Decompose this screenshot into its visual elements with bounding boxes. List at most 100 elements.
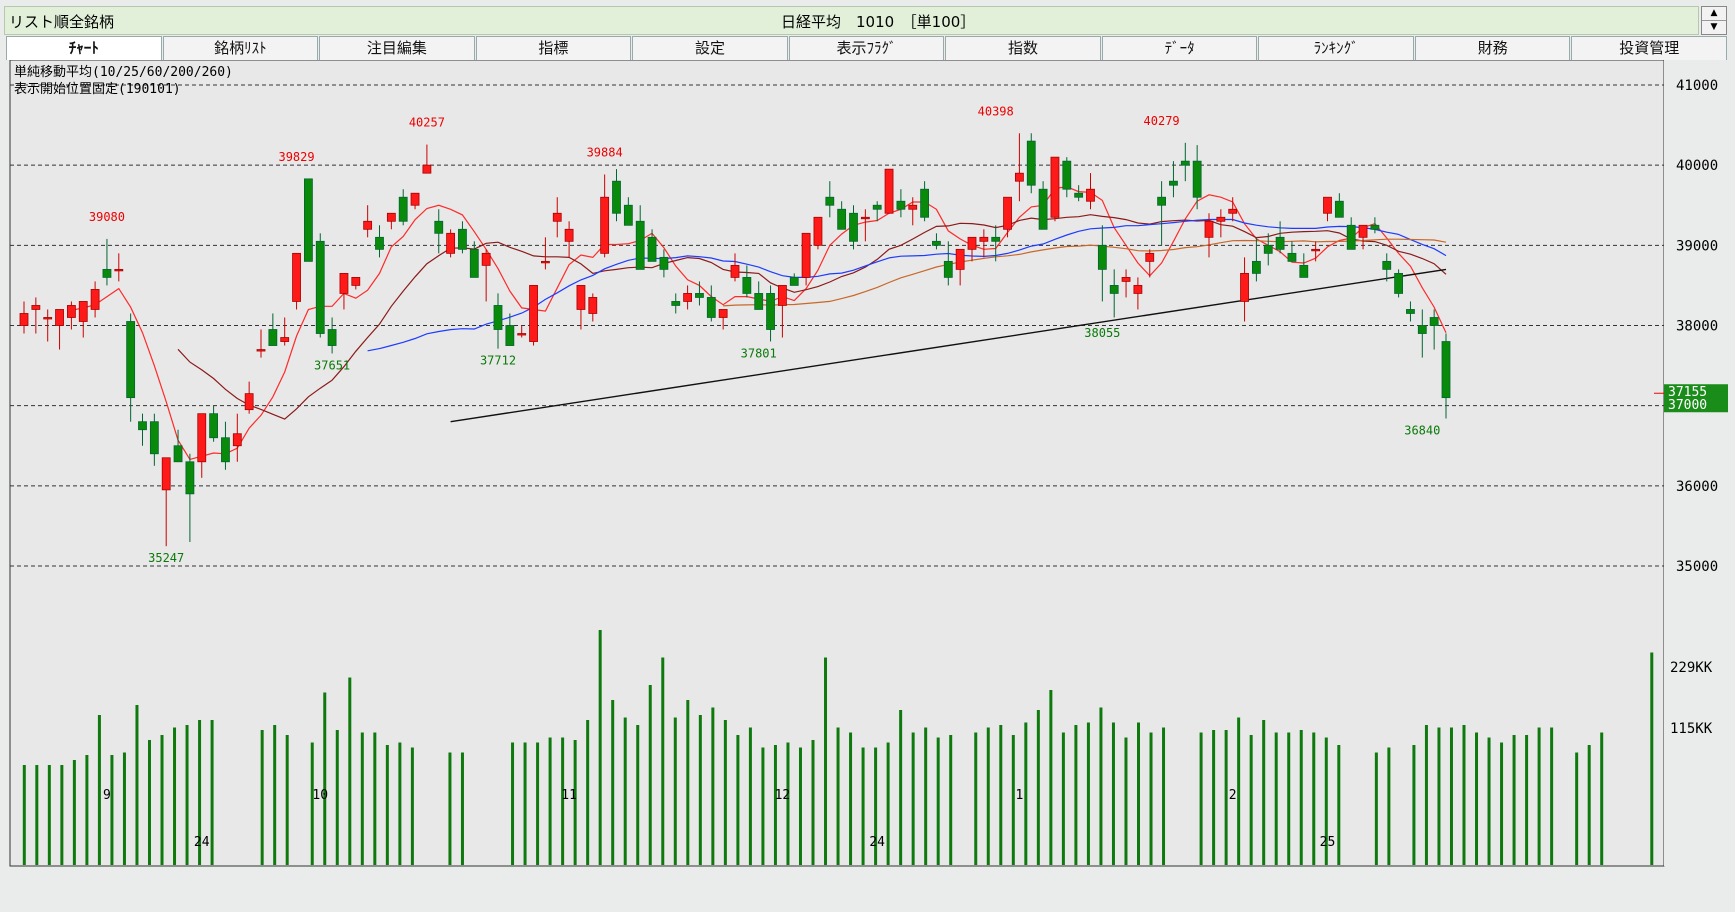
price-annotation: 36840 <box>1404 423 1440 437</box>
volume-bar <box>1111 722 1115 865</box>
price-annotation: 40257 <box>409 116 445 130</box>
volume-bar <box>1312 732 1316 865</box>
volume-bar <box>410 747 414 865</box>
volume-bar <box>1212 730 1216 865</box>
volume-bar <box>886 742 890 865</box>
candle-body <box>564 228 574 242</box>
volume-bar <box>135 705 139 865</box>
price-annotation: 39884 <box>587 145 623 159</box>
candle-body <box>600 196 610 254</box>
volume-bar <box>1437 727 1441 865</box>
volume-bar <box>1149 732 1153 865</box>
tab-stock-list[interactable]: 銘柄ﾘｽﾄ <box>162 36 319 60</box>
candle-body <box>114 268 124 272</box>
candle-body <box>1050 156 1060 218</box>
volume-bar <box>798 747 802 865</box>
candle-body <box>766 293 775 330</box>
candle-body <box>754 293 764 310</box>
spinner[interactable]: ▲ ▼ <box>1701 6 1727 35</box>
volume-bar <box>711 707 715 865</box>
candle-body <box>375 236 384 250</box>
candle-body <box>90 289 100 310</box>
candle-body <box>860 216 870 220</box>
volume-bar <box>986 727 990 865</box>
volume-bar <box>1575 752 1579 865</box>
volume-bar <box>824 657 828 865</box>
volume-bar <box>22 765 26 865</box>
volume-bar <box>686 700 690 865</box>
volume-bar <box>1449 727 1453 865</box>
candle-body <box>55 309 64 326</box>
volume-bar <box>773 745 777 865</box>
candle-body <box>1145 252 1155 262</box>
current-price-label: 37155 <box>1668 385 1707 400</box>
tab-financials[interactable]: 財務 <box>1414 36 1571 60</box>
price-annotation: 38055 <box>1084 326 1120 340</box>
candle-body <box>327 329 337 346</box>
candle-body <box>908 204 918 210</box>
volume-bar <box>1199 732 1203 865</box>
tab-indicators[interactable]: 指標 <box>475 36 632 60</box>
candle-body <box>695 293 704 298</box>
volume-bar <box>1462 725 1466 865</box>
tab-ranking[interactable]: ﾗﾝｷﾝｸﾞ <box>1258 36 1414 60</box>
candle-body <box>351 276 361 286</box>
candle-body <box>1097 244 1107 270</box>
volume-bar <box>335 730 339 865</box>
candle-body <box>1287 252 1297 262</box>
candle-body <box>1015 172 1024 182</box>
candle-body <box>102 268 112 278</box>
price-annotation: 40398 <box>978 104 1014 118</box>
index-label: 日経平均 1010 ［単100］ <box>781 13 976 31</box>
candle-body <box>1228 208 1238 214</box>
volume-bar <box>561 737 565 865</box>
tab-display-flags[interactable]: 表示ﾌﾗｸﾞ <box>788 36 945 60</box>
price-chart-svg[interactable]: 41000 40000 39000 38000 37000 36000 35000 39080… <box>6 59 1728 908</box>
volume-bar <box>1262 720 1266 865</box>
tab-index[interactable]: 指数 <box>945 36 1101 60</box>
volume-bar <box>636 725 640 865</box>
volume-bar <box>1537 727 1541 865</box>
volume-bar <box>911 732 915 865</box>
candle-body <box>920 188 929 218</box>
volume-bar <box>1099 707 1103 865</box>
candle-body <box>434 220 444 234</box>
volume-bar <box>924 727 928 865</box>
chart-area[interactable]: 41000 40000 39000 38000 37000 36000 35000 39080… <box>6 59 1728 908</box>
price-tick-label: 36000 <box>1676 479 1718 495</box>
volume-bar <box>448 752 452 865</box>
candle-body <box>884 168 894 214</box>
tab-settings[interactable]: 設定 <box>632 36 788 60</box>
volume-bar <box>1049 690 1053 865</box>
candle-body <box>1311 248 1321 252</box>
x-axis-label: 9 <box>103 788 111 803</box>
volume-bar <box>1475 732 1479 865</box>
candle-body <box>1334 200 1344 218</box>
tab-data[interactable]: ﾃﾞｰﾀ <box>1101 36 1258 60</box>
volume-bar <box>160 735 164 865</box>
candle-body <box>209 413 219 439</box>
spinner-up-icon[interactable]: ▲ <box>1702 7 1726 21</box>
candle-body <box>1394 272 1403 294</box>
candle-body <box>1169 180 1178 186</box>
spinner-down-icon[interactable]: ▼ <box>1710 22 1718 32</box>
candle-body <box>1038 188 1048 230</box>
volume-bar <box>97 715 101 865</box>
candle-body <box>292 252 301 302</box>
volume-bar <box>60 765 64 865</box>
volume-bar <box>1237 717 1241 865</box>
volume-bar <box>1550 727 1554 865</box>
candle-body <box>778 285 787 306</box>
candle-body <box>1240 272 1249 302</box>
volume-bar <box>736 735 740 865</box>
volume-bar <box>836 727 840 865</box>
tab-watch-edit[interactable]: 注目編集 <box>319 36 475 60</box>
tab-chart[interactable]: ﾁｬｰﾄ <box>6 36 162 60</box>
volume-bar <box>611 700 615 865</box>
volume-bar <box>748 727 752 865</box>
price-tick-label: 41000 <box>1676 78 1718 94</box>
tab-investment[interactable]: 投資管理 <box>1571 36 1728 60</box>
volume-bar <box>173 727 177 865</box>
candle-body <box>612 180 621 214</box>
volume-bar <box>1374 752 1378 865</box>
